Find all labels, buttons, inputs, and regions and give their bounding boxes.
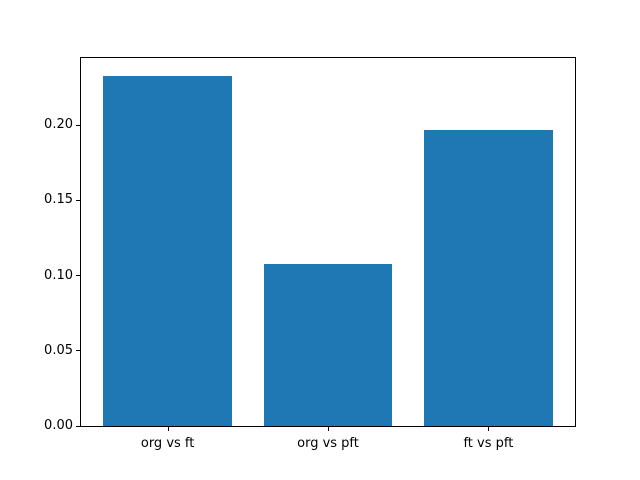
y-tick-mark (76, 425, 80, 427)
x-tick-mark (167, 427, 169, 431)
y-tick-mark (76, 275, 80, 277)
y-tick-label: 0.20 (44, 117, 73, 133)
y-tick-mark (76, 124, 80, 126)
bar-org-vs-pft (263, 263, 393, 426)
y-tick-mark (76, 350, 80, 352)
x-tick-label: ft vs pft (463, 436, 514, 451)
bar-ft-vs-pft (424, 129, 553, 426)
y-tick-label: 0.10 (44, 267, 73, 283)
y-tick-label: 0.05 (44, 342, 73, 358)
x-tick-mark (488, 427, 490, 431)
plot-area: org vs ft org vs pft ft vs pft 0.00 0.05 0.10… (44, 57, 576, 451)
y-tick-label: 0.00 (44, 418, 73, 433)
x-tick-label: org vs ft (140, 436, 195, 451)
x-tick-mark (328, 427, 329, 431)
x-tick-label: org vs pft (297, 436, 359, 451)
y-tick-mark (76, 199, 80, 201)
bar-org-vs-ft (103, 75, 232, 426)
y-tick-label: 0.15 (44, 192, 73, 208)
